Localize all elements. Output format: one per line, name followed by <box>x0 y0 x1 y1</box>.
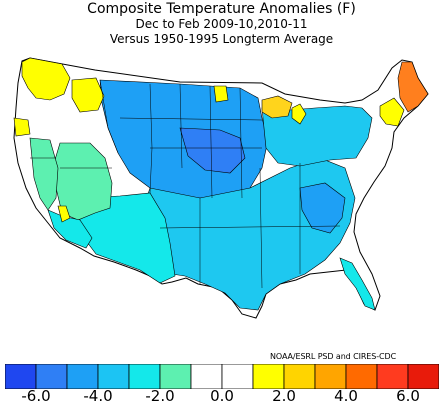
legend-swatch <box>66 364 99 389</box>
us-climate-division-map <box>13 57 429 319</box>
legend-tick-label: -2.0 <box>145 387 175 405</box>
legend-swatch <box>221 364 254 389</box>
legend-swatch <box>252 364 285 389</box>
legend-swatch <box>407 364 439 389</box>
region-southeast-cold <box>299 182 346 234</box>
color-scale-legend <box>5 364 439 389</box>
legend-swatch <box>159 364 192 389</box>
map-subtitle-baseline: Versus 1950-1995 Longterm Average <box>109 32 334 46</box>
legend-swatch <box>314 364 347 389</box>
legend-tick-label: -6.0 <box>21 387 51 405</box>
region-florida <box>339 257 376 311</box>
region-oregon-warm <box>13 117 31 137</box>
region-pacific-northwest-warm <box>21 57 71 101</box>
region-north-central-very-cold <box>179 127 246 174</box>
region-northern-rockies-warm <box>71 77 105 113</box>
region-maine-strong-warm <box>397 61 429 113</box>
legend-swatch <box>283 364 316 389</box>
legend-swatch <box>376 364 409 389</box>
legend-tick-label: 4.0 <box>334 387 358 405</box>
map-title: Composite Temperature Anomalies (F) <box>87 1 356 17</box>
division-boundaries <box>30 79 341 289</box>
legend-swatch <box>5 364 37 389</box>
legend-swatch <box>345 364 378 389</box>
region-west-coast-slight-cool <box>29 137 59 211</box>
legend-tick-label: 6.0 <box>396 387 420 405</box>
region-new-england-warm <box>379 97 405 127</box>
data-credit: NOAA/ESRL PSD and CIRES-CDC <box>270 352 397 361</box>
legend-swatch <box>97 364 130 389</box>
region-michigan-warm <box>291 103 307 125</box>
region-great-lakes-warm <box>261 95 293 119</box>
map-subtitle: Dec to Feb 2009-10,2010-11 <box>135 17 308 31</box>
legend-tick-label: 0.0 <box>210 387 234 405</box>
region-nevada-warm <box>57 205 71 223</box>
legend-tick-label: 2.0 <box>272 387 296 405</box>
legend-tick-label: -4.0 <box>83 387 113 405</box>
region-minnesota-warm <box>213 85 229 103</box>
legend-swatch <box>190 364 223 389</box>
legend-swatch <box>35 364 68 389</box>
legend-swatch <box>128 364 161 389</box>
region-northeast-cool <box>261 105 373 167</box>
